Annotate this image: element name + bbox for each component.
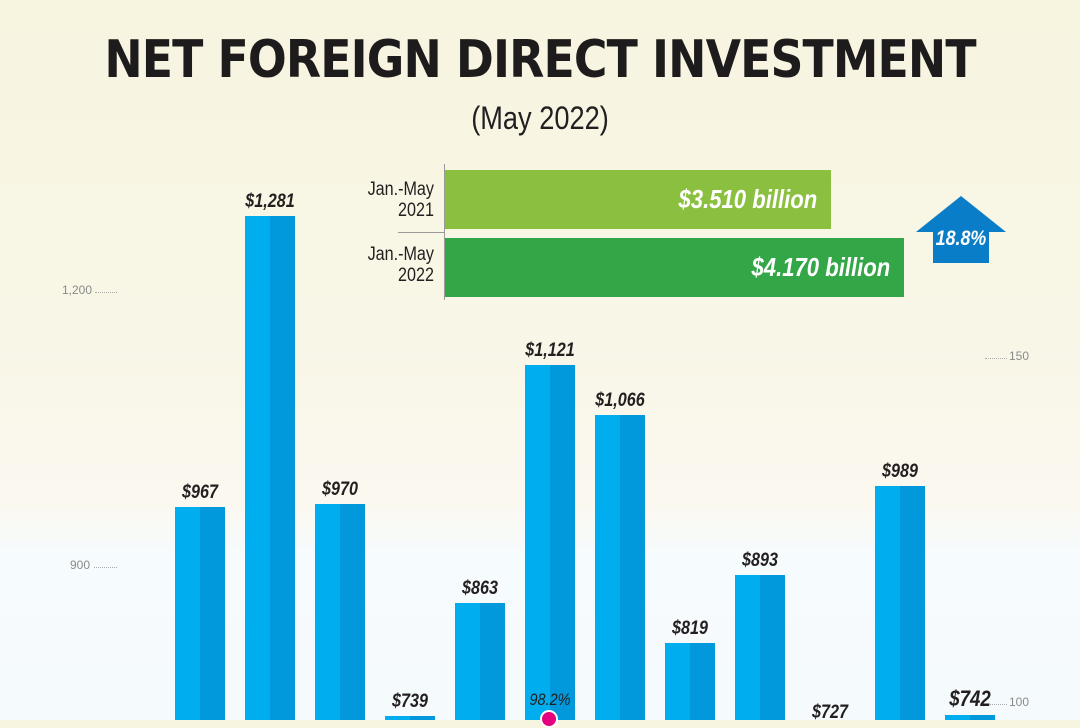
bar-1 [175, 507, 225, 720]
comparison-bar-2021: $3.510 billion [445, 170, 831, 229]
bar-label-9: $893 [742, 550, 778, 571]
arrow-up-icon [916, 196, 1006, 263]
bar-12 [945, 715, 995, 720]
bar-label-7: $1,066 [595, 390, 645, 411]
bar-label-12: $742 [949, 686, 991, 711]
comparison-label-2022-line1: Jan.-May [367, 244, 434, 265]
right-axis-tick-100: 100 [1009, 695, 1030, 709]
comparison-label-2022-line2: 2022 [398, 265, 434, 286]
comparison-label-2021: Jan.-May 2021 [346, 179, 434, 221]
right-axis-dots [985, 358, 1007, 359]
left-axis-tick-900: 900 [70, 558, 91, 572]
marker-dot [540, 710, 558, 728]
right-axis-dots [990, 704, 1007, 705]
bar-label-1: $967 [182, 482, 218, 503]
bar-5 [455, 603, 505, 720]
bar-label-3: $970 [322, 479, 358, 500]
bar-8 [665, 643, 715, 720]
bar-label-6: $1,121 [525, 340, 575, 361]
right-axis-tick-150: 150 [1009, 349, 1030, 363]
chart-subtitle: (May 2022) [471, 100, 609, 136]
bar-2 [245, 216, 295, 720]
bar-label-10: $727 [812, 702, 848, 723]
growth-percentage: 18.8% [935, 227, 987, 250]
bar-4 [385, 716, 435, 720]
bar-label-5: $863 [462, 578, 498, 599]
comparison-value-2022: $4.170 billion [751, 252, 890, 282]
bar-label-2: $1,281 [245, 191, 295, 212]
comparison-label-2021-line2: 2021 [398, 200, 434, 221]
bar-6 [525, 365, 575, 720]
bar-3 [315, 504, 365, 720]
comparison-value-2021: $3.510 billion [678, 184, 817, 214]
left-axis-dots [95, 292, 117, 293]
comparison-label-2021-line1: Jan.-May [367, 179, 434, 200]
bar-label-8: $819 [672, 618, 708, 639]
bar-7 [595, 415, 645, 720]
comparison-axis [444, 164, 445, 300]
percent-annotation: 98.2% [529, 690, 571, 709]
comparison-divider-tick [398, 232, 444, 233]
bar-label-11: $989 [882, 461, 918, 482]
bar-label-4: $739 [392, 691, 428, 712]
comparison-bar-2022: $4.170 billion [445, 238, 904, 297]
left-axis-tick-1200: 1,200 [62, 283, 93, 297]
bar-11 [875, 486, 925, 720]
comparison-label-2022: Jan.-May 2022 [346, 244, 434, 286]
bar-9 [735, 575, 785, 720]
chart-title: NET FOREIGN DIRECT INVESTMENT [104, 30, 976, 90]
left-axis-dots [94, 567, 117, 568]
